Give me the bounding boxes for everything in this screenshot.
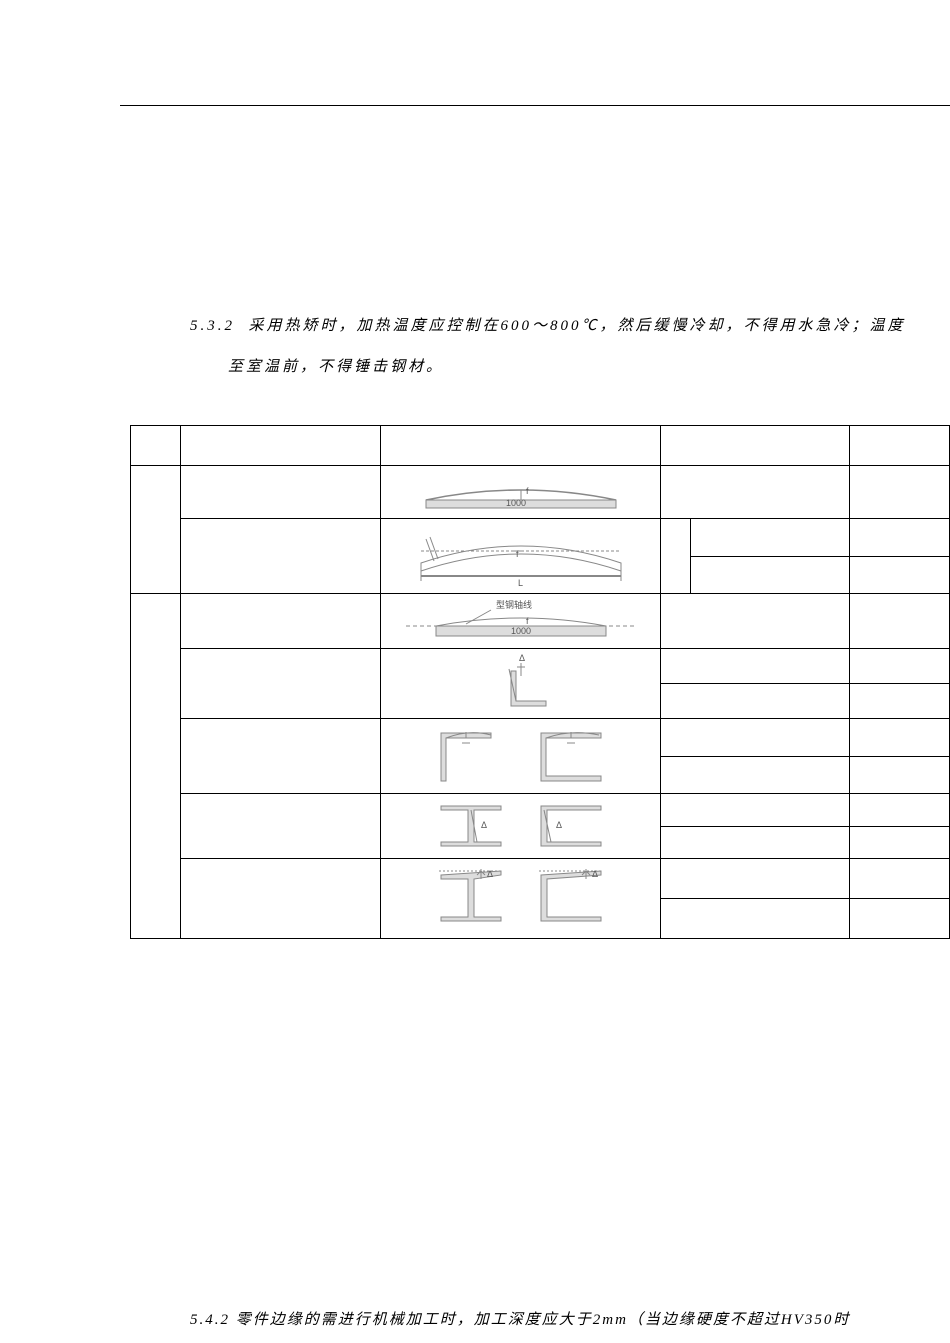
- row-label: [181, 794, 381, 859]
- value-cell: [850, 594, 950, 649]
- header-cell-2: [181, 426, 381, 466]
- table-row: 型钢轴线 f 1000: [131, 594, 950, 649]
- table-row: f L: [131, 519, 950, 557]
- paragraph-5-3-2: 5.3.2 采用热矫时，加热温度应控制在600～800℃，然后缓慢冷却，不得用水…: [190, 310, 950, 343]
- tolerance-cell: [661, 859, 850, 899]
- steel-tolerance-table: f 1000 f L: [130, 425, 950, 939]
- delta-label: Δ: [487, 869, 493, 879]
- 1000-label: 1000: [511, 626, 531, 636]
- delta-label: Δ: [481, 820, 487, 830]
- value-cell: [850, 826, 950, 859]
- para-text: 采用热矫时，加热温度应控制在600～800℃，然后缓慢冷却，不得用水急冷；温度: [249, 318, 906, 334]
- tolerance-cell: [661, 719, 850, 757]
- diagram-cell: 型钢轴线 f 1000: [381, 594, 661, 649]
- plate-flatness-diagram-icon: f 1000: [406, 468, 636, 516]
- tolerance-cell: [661, 794, 850, 827]
- para-number: 5.3.2: [190, 318, 235, 334]
- tolerance-cell: [691, 556, 850, 594]
- diagram-cell: Δ Δ: [381, 794, 661, 859]
- tolerance-cell: [661, 466, 850, 519]
- flange-tilt-diagram-icon: Δ Δ: [421, 861, 621, 936]
- tolerance-cell: [661, 649, 850, 684]
- table-row: Δ Δ: [131, 794, 950, 827]
- section-bow-diagram-icon: f L: [396, 521, 646, 591]
- row-label: [181, 594, 381, 649]
- para-number: 5.4.2: [190, 1312, 230, 1328]
- row-group-label: [131, 466, 181, 594]
- L-label: L: [518, 578, 523, 588]
- paragraph-5-3-2-cont: 至室温前，不得锤击钢材。: [228, 355, 444, 376]
- tolerance-cell: [661, 756, 850, 794]
- header-cell-5: [850, 426, 950, 466]
- diagram-cell: f L: [381, 519, 661, 594]
- value-cell: [850, 899, 950, 939]
- row-label: [181, 466, 381, 519]
- value-cell: [850, 466, 950, 519]
- diagram-cell: Δ Δ: [381, 859, 661, 939]
- flange-bend-diagram-icon: [421, 721, 621, 791]
- value-cell: [850, 756, 950, 794]
- table-row: Δ Δ: [131, 859, 950, 899]
- value-cell: [850, 556, 950, 594]
- delta-label: Δ: [519, 653, 525, 663]
- diagram-cell: Δ: [381, 649, 661, 719]
- table-row: f 1000: [131, 466, 950, 519]
- tolerance-cell: [661, 684, 850, 719]
- row-label: [181, 719, 381, 794]
- angle-vertical-diagram-icon: Δ: [481, 651, 561, 716]
- axis-label: 型钢轴线: [496, 599, 532, 610]
- header-cell-3: [381, 426, 661, 466]
- value-cell: [850, 719, 950, 757]
- delta-label: Δ: [592, 869, 598, 879]
- tolerance-cell: [661, 899, 850, 939]
- row-label: [181, 649, 381, 719]
- web-tilt-diagram-icon: Δ Δ: [421, 796, 621, 856]
- value-cell: [850, 859, 950, 899]
- para-text: 零件边缘的需进行机械加工时，加工深度应大于2mm（当边缘硬度不超过HV350时: [236, 1312, 851, 1328]
- sub-label-cell: [661, 519, 691, 594]
- row-label: [181, 519, 381, 594]
- value-cell: [850, 519, 950, 557]
- top-border-line: [120, 105, 950, 106]
- row-label: [181, 859, 381, 939]
- value-cell: [850, 794, 950, 827]
- tolerance-cell: [661, 594, 850, 649]
- paragraph-5-4-2: 5.4.2 零件边缘的需进行机械加工时，加工深度应大于2mm（当边缘硬度不超过H…: [190, 1308, 950, 1329]
- 1000-label: 1000: [506, 498, 526, 508]
- header-cell-1: [131, 426, 181, 466]
- tolerance-cell: [691, 519, 850, 557]
- value-cell: [850, 649, 950, 684]
- table-row: [131, 719, 950, 757]
- delta-label: Δ: [556, 820, 562, 830]
- table-header-row: [131, 426, 950, 466]
- f-label: f: [526, 616, 529, 626]
- f-label: f: [526, 486, 529, 496]
- diagram-cell: f 1000: [381, 466, 661, 519]
- table-row: Δ: [131, 649, 950, 684]
- section-axis-diagram-icon: 型钢轴线 f 1000: [396, 596, 646, 646]
- diagram-cell: [381, 719, 661, 794]
- value-cell: [850, 684, 950, 719]
- row-group-label: [131, 594, 181, 939]
- header-cell-4: [661, 426, 850, 466]
- tolerance-cell: [661, 826, 850, 859]
